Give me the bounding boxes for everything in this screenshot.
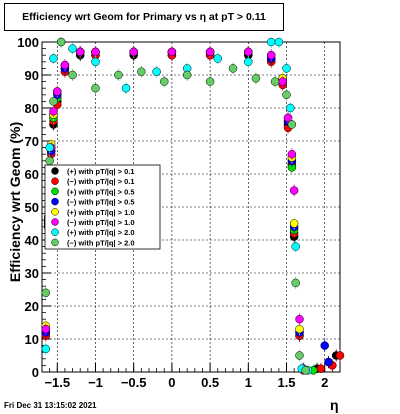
data-point <box>289 186 299 195</box>
legend-marker <box>51 218 59 226</box>
data-point <box>68 44 77 53</box>
data-point <box>114 70 123 80</box>
x-tick-label: 2 <box>321 375 328 390</box>
data-point <box>295 314 304 324</box>
data-point <box>45 156 54 166</box>
legend-marker <box>51 167 59 175</box>
data-point <box>53 87 62 96</box>
data-point <box>91 47 100 57</box>
data-point <box>283 113 293 123</box>
data-point <box>41 288 51 298</box>
data-point <box>282 64 291 73</box>
data-point <box>289 219 299 228</box>
data-point <box>335 351 345 360</box>
data-point <box>41 324 51 334</box>
data-point <box>286 103 295 113</box>
x-tick-label: −0.5 <box>121 375 147 390</box>
data-point <box>316 364 326 373</box>
x-tick-label: 0 <box>168 375 175 390</box>
legend-label: (+) with pT/|q| > 0.1 <box>67 167 135 176</box>
data-point <box>295 324 304 334</box>
data-point <box>278 77 287 86</box>
y-tick-label: 40 <box>25 233 39 248</box>
data-point <box>213 54 222 63</box>
data-point <box>251 74 261 83</box>
y-tick-label: 80 <box>25 101 39 116</box>
data-point <box>75 47 85 57</box>
x-tick-label: 0.5 <box>201 375 219 390</box>
legend-marker <box>51 228 59 236</box>
data-point <box>182 70 192 80</box>
y-tick-label: 70 <box>25 134 39 149</box>
data-point <box>287 149 297 159</box>
y-tick-label: 90 <box>25 68 39 83</box>
data-point <box>91 57 100 67</box>
tick-labels: −1.5 −1 −0.5 0 0.5 1 1.5 2010203040506070809010… <box>17 35 328 390</box>
data-point <box>167 47 177 57</box>
y-axis-title: Efficiency wrt Geom (%) <box>7 122 23 282</box>
data-point <box>291 278 300 288</box>
x-axis-title: η <box>330 397 339 413</box>
data-point <box>301 366 310 375</box>
data-point <box>152 67 161 76</box>
y-tick-label: 10 <box>25 332 39 347</box>
legend-box <box>44 164 161 250</box>
data-point <box>41 344 51 354</box>
data-point <box>91 83 100 93</box>
legend-label: (+) with pT/|q| > 2.0 <box>67 228 135 237</box>
legend-marker <box>51 197 59 206</box>
data-point <box>244 57 253 67</box>
data-point <box>291 242 300 251</box>
data-point <box>266 50 276 60</box>
legend-marker <box>51 177 59 185</box>
x-tick-label: 1 <box>245 375 252 390</box>
legend-label: (+) with pT/|q| > 1.0 <box>67 208 135 217</box>
data-point <box>45 143 54 152</box>
legend-label: (−) with pT/|q| > 0.1 <box>67 177 135 186</box>
data-point <box>49 54 58 63</box>
data-point <box>270 77 280 86</box>
data-point <box>287 120 297 129</box>
y-tick-label: 50 <box>25 200 39 215</box>
legend-label: (−) with pT/|q| > 0.5 <box>67 198 135 207</box>
data-point <box>228 64 238 73</box>
data-point <box>160 77 169 86</box>
y-tick-label: 100 <box>17 35 39 50</box>
x-tick-label: −1.5 <box>44 375 70 390</box>
data-point <box>49 107 58 116</box>
chart-title: Efficiency wrt Geom for Primary vs η at … <box>4 3 284 31</box>
data-point <box>266 37 276 47</box>
data-point <box>282 90 291 100</box>
data-point <box>295 351 304 360</box>
legend-marker <box>51 187 59 196</box>
data-point <box>60 60 70 70</box>
y-tick-label: 20 <box>25 299 39 314</box>
y-tick-label: 60 <box>25 167 39 182</box>
data-point <box>274 37 284 47</box>
legend-label: (+) with pT/|q| > 0.5 <box>67 187 135 196</box>
data-point <box>324 357 333 367</box>
x-tick-label: 1.5 <box>277 375 295 390</box>
y-tick-label: 0 <box>32 365 39 380</box>
legend-marker <box>51 208 59 216</box>
data-point <box>244 47 253 57</box>
data-point <box>205 77 215 86</box>
data-point <box>56 37 66 47</box>
timestamp-footer: Fri Dec 31 13:15:02 2021 <box>4 401 97 410</box>
legend-label: (−) with pT/|q| > 1.0 <box>67 218 135 227</box>
data-point <box>137 67 146 76</box>
y-tick-label: 30 <box>25 266 39 281</box>
data-point <box>129 47 138 57</box>
x-tick-label: −1 <box>88 375 103 390</box>
data-point <box>205 47 215 57</box>
data-point <box>68 70 77 80</box>
data-point <box>121 83 131 93</box>
legend: (+) with pT/|q| > 0.1(−) with pT/|q| > 0… <box>44 164 161 250</box>
legend-label: (−) with pT/|q| > 2.0 <box>67 238 135 247</box>
data-point <box>320 341 329 350</box>
data-point <box>49 97 58 106</box>
legend-marker <box>51 238 59 247</box>
